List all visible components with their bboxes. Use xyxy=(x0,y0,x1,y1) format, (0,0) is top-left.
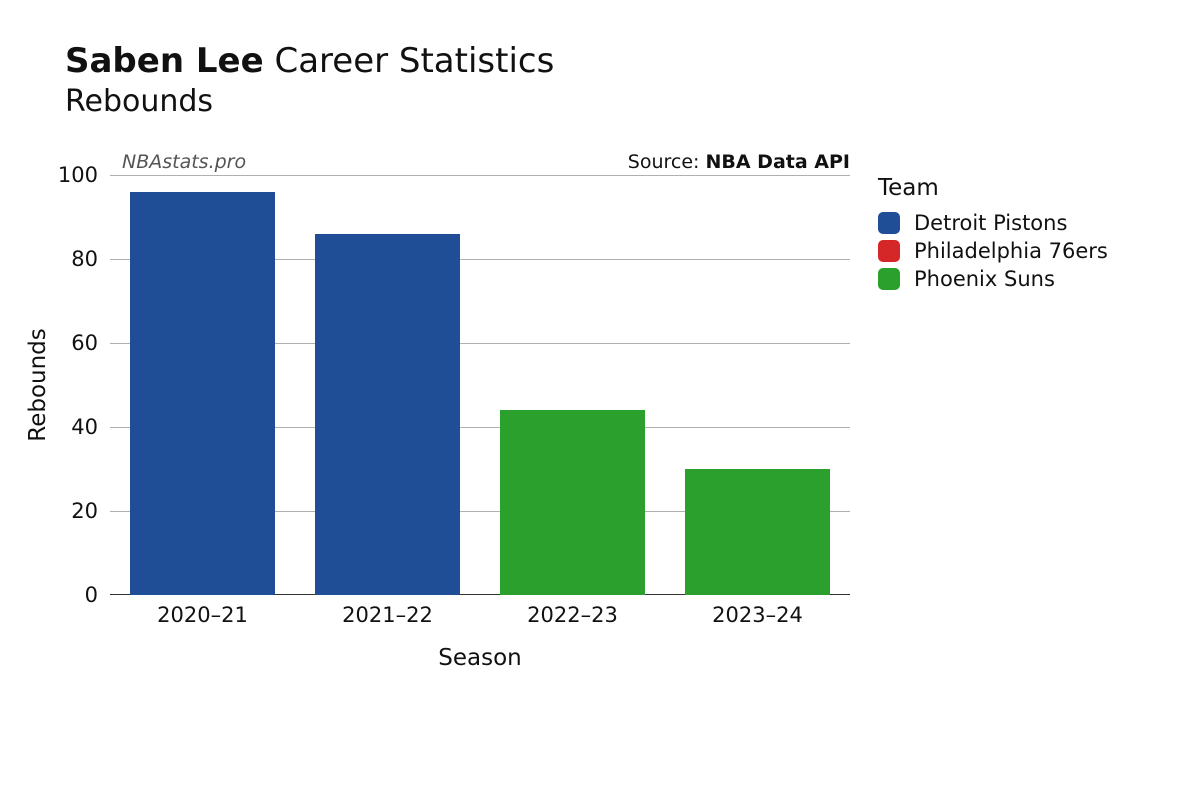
legend: Team Detroit Pistons Philadelphia 76ers Ph… xyxy=(878,175,1108,295)
bar xyxy=(130,192,274,595)
bar xyxy=(500,410,644,595)
x-tick-label: 2020–21 xyxy=(157,603,248,627)
plot-area: NBAstats.pro Source: NBA Data API Season… xyxy=(110,175,850,595)
y-tick-label: 20 xyxy=(38,499,98,523)
bar xyxy=(685,469,829,595)
x-tick-label: 2021–22 xyxy=(342,603,433,627)
y-tick-label: 0 xyxy=(38,583,98,607)
source-prefix: Source: xyxy=(628,151,706,173)
legend-item: Detroit Pistons xyxy=(878,211,1108,235)
chart-canvas: Saben Lee Career Statistics Rebounds NBA… xyxy=(0,0,1200,800)
title-suffix: Career Statistics xyxy=(264,41,555,81)
source-attribution: Source: NBA Data API xyxy=(628,151,850,173)
y-tick-label: 100 xyxy=(38,163,98,187)
title-block: Saben Lee Career Statistics Rebounds xyxy=(65,44,554,119)
legend-item: Philadelphia 76ers xyxy=(878,239,1108,263)
watermark-text: NBAstats.pro xyxy=(122,151,246,173)
x-tick-label: 2023–24 xyxy=(712,603,803,627)
legend-title: Team xyxy=(878,175,1108,201)
legend-item: Phoenix Suns xyxy=(878,267,1108,291)
grid-line xyxy=(110,175,850,176)
chart-title: Saben Lee Career Statistics xyxy=(65,44,554,80)
legend-label: Philadelphia 76ers xyxy=(914,239,1108,263)
x-axis-label: Season xyxy=(438,645,521,671)
x-tick-label: 2022–23 xyxy=(527,603,618,627)
legend-swatch xyxy=(878,240,900,262)
chart-subtitle: Rebounds xyxy=(65,84,554,119)
bar xyxy=(315,234,459,595)
legend-swatch xyxy=(878,212,900,234)
legend-swatch xyxy=(878,268,900,290)
source-name: NBA Data API xyxy=(705,151,850,173)
y-axis-label: Rebounds xyxy=(25,328,51,442)
y-tick-label: 80 xyxy=(38,247,98,271)
legend-label: Phoenix Suns xyxy=(914,267,1055,291)
legend-label: Detroit Pistons xyxy=(914,211,1067,235)
title-player-name: Saben Lee xyxy=(65,41,264,81)
